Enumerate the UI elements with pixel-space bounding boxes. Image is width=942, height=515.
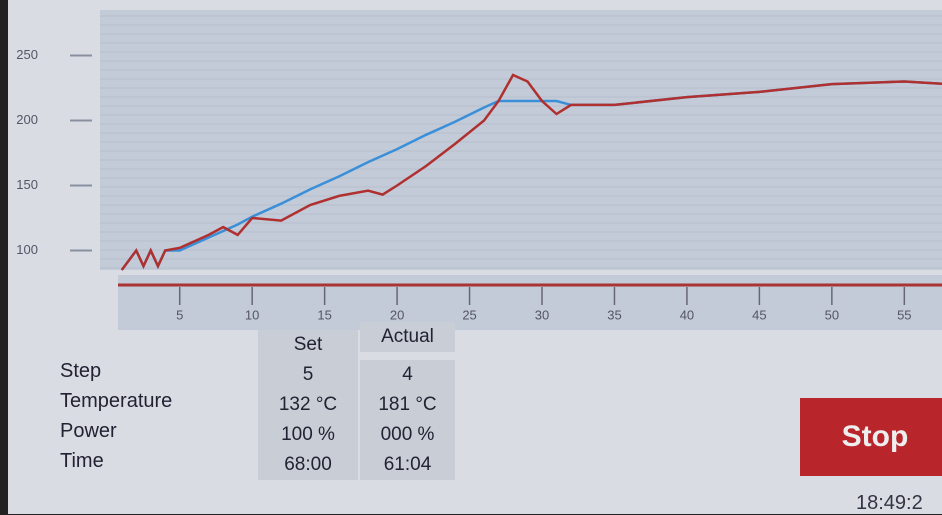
x-tick-label: 40 (680, 307, 694, 322)
row-label: Time (60, 450, 104, 473)
actual-value: 61:04 (360, 450, 455, 480)
actual-value: 181 °C (360, 390, 455, 420)
column-header: Actual (360, 322, 455, 352)
set-value: 5 (258, 360, 358, 390)
x-tick-label: 25 (462, 307, 476, 322)
set-value: 132 °C (258, 390, 358, 420)
plot-area (100, 10, 942, 270)
row-label: Power (60, 420, 117, 443)
x-tick-label: 45 (752, 307, 766, 322)
x-tick-label: 50 (825, 307, 839, 322)
y-tick-label: 200 (16, 112, 38, 127)
y-tick-label: 100 (16, 242, 38, 257)
y-tick-label: 150 (16, 177, 38, 192)
x-tick-label: 30 (535, 307, 549, 322)
set-value: 68:00 (258, 450, 358, 480)
page: 100150200250510152025303540455055 Set Ac… (0, 0, 942, 514)
set-value: 100 % (258, 420, 358, 450)
x-tick-label: 5 (176, 307, 183, 322)
actual-value: 4 (360, 360, 455, 390)
clock: 18:49:2 (856, 492, 923, 515)
column-header: Set (258, 330, 358, 360)
row-label: Temperature (60, 390, 172, 413)
stop-button[interactable]: Stop (800, 398, 942, 476)
x-tick-label: 55 (897, 307, 911, 322)
y-tick-label: 250 (16, 47, 38, 62)
actual-value: 000 % (360, 420, 455, 450)
x-axis-area (118, 275, 942, 330)
x-tick-label: 35 (607, 307, 621, 322)
x-tick-label: 15 (317, 307, 331, 322)
x-tick-label: 10 (245, 307, 259, 322)
row-label: Step (60, 360, 101, 383)
x-tick-label: 20 (390, 307, 404, 322)
